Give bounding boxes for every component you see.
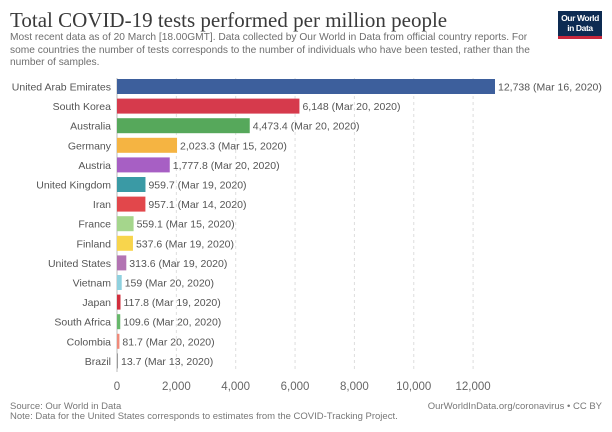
category-label: United Arab Emirates (12, 82, 111, 94)
source-text: Source: Our World in Data (10, 401, 122, 412)
data-label: 109.6 (Mar 20, 2020) (123, 317, 221, 329)
bar-iran (117, 196, 146, 212)
category-label: United Kingdom (36, 180, 111, 192)
category-label: South Africa (54, 317, 111, 329)
bar-australia (117, 118, 250, 134)
data-label: 159 (Mar 20, 2020) (125, 278, 214, 290)
data-label: 13.7 (Mar 13, 2020) (121, 356, 213, 368)
data-label: 1,777.8 (Mar 20, 2020) (173, 160, 280, 172)
chart-title: Total COVID-19 tests performed per milli… (10, 8, 448, 32)
note-text: Note: Data for the United States corresp… (10, 411, 398, 422)
chart-subtitle: Most recent data as of 20 March [18.00GM… (10, 32, 530, 68)
category-label: Finland (77, 238, 112, 250)
x-tick-label: 10,000 (396, 381, 431, 393)
category-label: Australia (70, 121, 111, 133)
bar-japan (117, 294, 121, 310)
bar-finland (117, 235, 133, 251)
data-label: 313.6 (Mar 19, 2020) (129, 258, 227, 270)
category-label: United States (48, 258, 111, 270)
category-label: Austria (78, 160, 111, 172)
data-label: 117.8 (Mar 19, 2020) (123, 297, 220, 309)
data-label: 957.1 (Mar 14, 2020) (148, 199, 246, 211)
category-label: Colombia (67, 336, 112, 348)
owid-logo[interactable]: Our World in Data (558, 11, 602, 39)
data-label: 81.7 (Mar 20, 2020) (122, 336, 214, 348)
x-tick-label: 6,000 (281, 381, 310, 393)
category-label: Vietnam (73, 278, 112, 290)
category-label: South Korea (53, 101, 112, 113)
x-tick-label: 12,000 (456, 381, 491, 393)
bar-colombia (117, 333, 120, 349)
category-label: Japan (82, 297, 111, 309)
x-tick-label: 8,000 (340, 381, 369, 393)
data-label: 559.1 (Mar 15, 2020) (137, 219, 235, 231)
x-tick-label: 0 (114, 381, 120, 393)
bar-france (117, 216, 134, 232)
category-label: Brazil (85, 356, 111, 368)
bar-south-korea (117, 98, 300, 114)
bar-united-arab-emirates (117, 79, 495, 94)
data-label: 12,738 (Mar 16, 2020) (498, 82, 602, 94)
category-label: Germany (68, 140, 112, 152)
bar-germany (117, 137, 178, 153)
bar-brazil (117, 353, 118, 369)
bar-united-states (117, 255, 127, 271)
x-tick-label: 4,000 (221, 381, 250, 393)
bar-united-kingdom (117, 177, 146, 192)
category-label: France (78, 219, 111, 231)
data-label: 2,023.3 (Mar 15, 2020) (180, 140, 287, 152)
category-label: Iran (93, 199, 111, 211)
bar-vietnam (117, 275, 122, 290)
source-link[interactable]: OurWorldInData.org/coronavirus • CC BY (427, 401, 602, 412)
data-label: 537.6 (Mar 19, 2020) (136, 238, 234, 250)
data-label: 6,148 (Mar 20, 2020) (302, 101, 400, 113)
data-label: 959.7 (Mar 19, 2020) (148, 180, 246, 192)
bar-south-africa (117, 314, 121, 330)
bar-austria (117, 157, 170, 173)
data-label: 4,473.4 (Mar 20, 2020) (253, 121, 360, 133)
x-tick-label: 2,000 (162, 381, 191, 393)
